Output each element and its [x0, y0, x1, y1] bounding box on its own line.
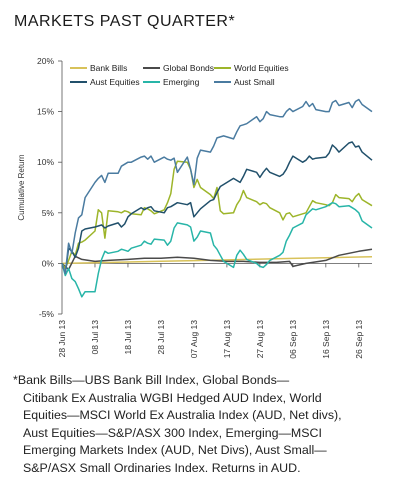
legend-item: Global Bonds	[143, 63, 214, 73]
y-axis-label: Cumulative Return	[17, 154, 26, 220]
y-tick-label: 20%	[37, 56, 54, 66]
x-tick-label: 17 Aug 13	[222, 320, 232, 359]
legend-label: Emerging	[163, 77, 200, 87]
series-line-bank-bills	[61, 255, 373, 265]
legend-item: Bank Bills	[70, 63, 127, 73]
legend-label: Aust Equities	[90, 77, 140, 87]
y-tick-label: 5%	[42, 208, 55, 218]
x-tick-label: 07 Aug 13	[189, 320, 199, 359]
line-chart: -5% 0% 5% 10% 15% 20% Cumulative Return 28 Jun …	[17, 56, 373, 359]
x-tick-label: 28 Jul 13	[156, 320, 166, 355]
footnote-line: *Bank Bills—UBS Bank Bill Index, Global …	[13, 373, 290, 387]
y-tick-label: 10%	[37, 157, 54, 167]
legend-item: Emerging	[143, 77, 200, 87]
y-tick-label: -5%	[39, 309, 55, 319]
x-tick-label: 08 Jul 13	[90, 320, 100, 355]
legend-item: World Equities	[214, 63, 289, 73]
page-title: MARKETS PAST QUARTER*	[14, 13, 236, 30]
footnote-line: S&P/ASX Small Ordinaries Index. Returns …	[23, 460, 301, 475]
legend-label: World Equities	[234, 63, 289, 73]
x-tick-label: 06 Sep 13	[288, 320, 298, 359]
x-tick-label: 16 Sep 13	[321, 320, 331, 359]
footnote-line: Citibank Ex Australia WGBI Hedged AUD In…	[23, 390, 322, 405]
series-line-aust-equities	[61, 141, 373, 275]
series-line-emerging	[61, 201, 373, 298]
footnote-line: Emerging Markets Index (AUD, Net Divs), …	[23, 443, 327, 457]
x-tick-label: 27 Aug 13	[255, 320, 265, 359]
series-line-aust-small	[61, 98, 373, 275]
legend-label: Global Bonds	[163, 63, 214, 73]
series-line-world-equities	[61, 160, 373, 270]
x-tick-label: 18 Jul 13	[123, 320, 133, 355]
y-tick-label: 15%	[37, 107, 54, 117]
y-tick-label: 0%	[42, 258, 55, 268]
x-tick-label: 26 Sep 13	[354, 320, 364, 359]
legend-item: Aust Small	[214, 77, 275, 87]
legend-item: Aust Equities	[70, 77, 140, 87]
legend-label: Bank Bills	[90, 63, 127, 73]
footnote: *Bank Bills—UBS Bank Bill Index, Global …	[13, 372, 393, 477]
series-line-global-bonds	[61, 248, 373, 271]
legend-label: Aust Small	[234, 77, 275, 87]
x-tick-label: 28 Jun 13	[57, 320, 67, 358]
footnote-line: Equities—MSCI World Ex Australia Index (…	[23, 408, 342, 422]
footnote-line: Aust Equities—S&P/ASX 300 Index, Emergin…	[23, 425, 322, 440]
